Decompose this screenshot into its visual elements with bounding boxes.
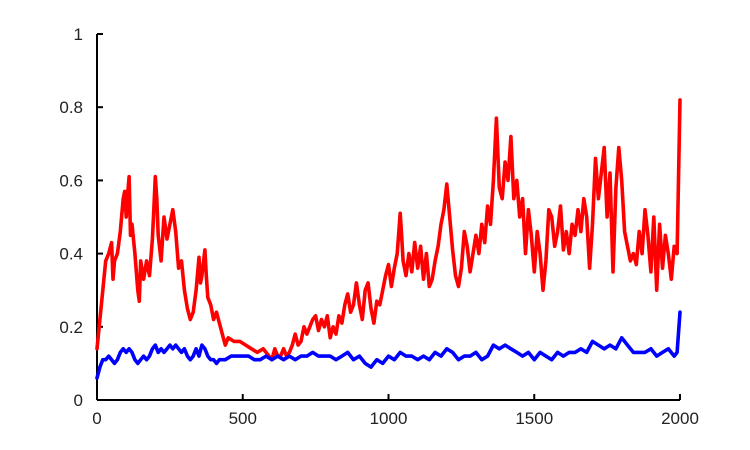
y-tick-label: 0.2 xyxy=(59,318,83,337)
series-line-blue xyxy=(95,310,682,380)
x-tick-label: 0 xyxy=(92,409,101,428)
x-tick-label: 2000 xyxy=(661,409,699,428)
y-tick-label: 0.6 xyxy=(59,171,83,190)
y-tick-label: 1 xyxy=(74,25,83,44)
y-tick-label: 0.8 xyxy=(59,98,83,117)
x-tick-label: 500 xyxy=(229,409,257,428)
x-axis-ticks: 0 500 1000 1500 2000 xyxy=(92,394,699,428)
plot-area xyxy=(95,98,682,380)
series-line-red xyxy=(95,98,682,362)
x-tick-label: 1000 xyxy=(370,409,408,428)
y-tick-label: 0 xyxy=(74,391,83,410)
y-tick-label: 0.4 xyxy=(59,245,83,264)
x-tick-label: 1500 xyxy=(515,409,553,428)
